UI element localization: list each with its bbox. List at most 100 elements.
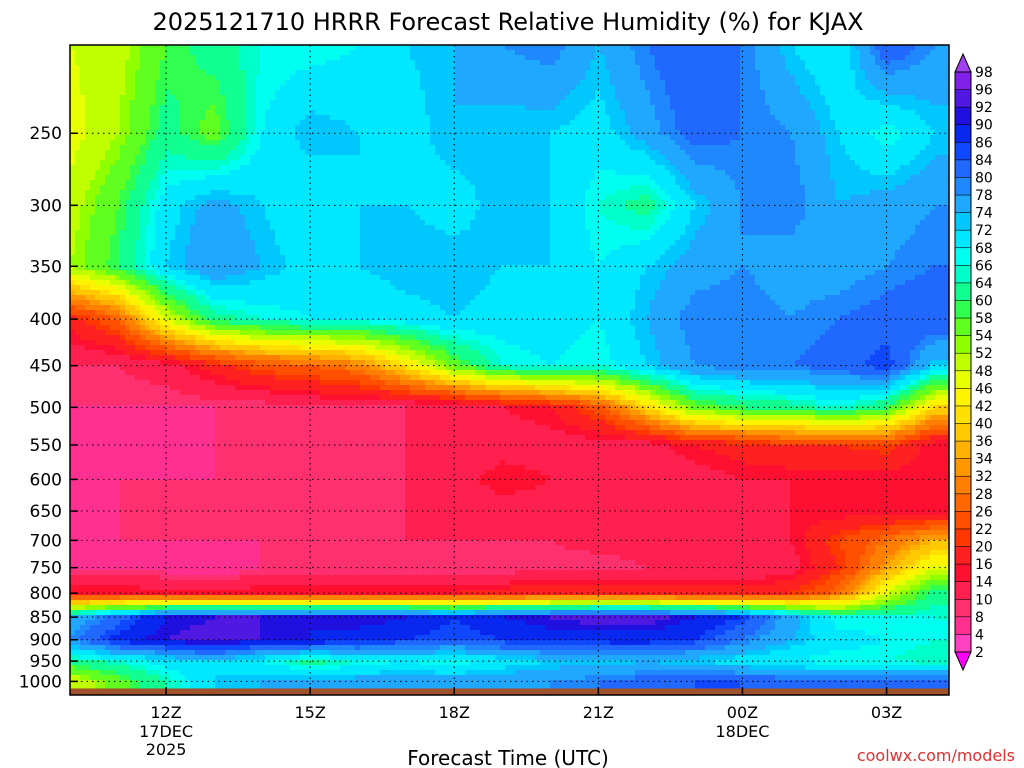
rh-cell (225, 55, 231, 61)
rh-cell (575, 100, 581, 106)
rh-cell (735, 100, 741, 106)
rh-cell (275, 75, 281, 81)
rh-cell (85, 120, 91, 126)
rh-cell (935, 80, 941, 86)
rh-cell (585, 155, 591, 161)
rh-cell (665, 155, 671, 161)
rh-cell (535, 95, 541, 101)
rh-cell (700, 105, 706, 111)
rh-cell (845, 90, 851, 96)
rh-cell (740, 165, 746, 171)
rh-cell (855, 95, 861, 101)
rh-cell (900, 100, 906, 106)
rh-cell (545, 130, 551, 136)
rh-cell (110, 160, 116, 166)
rh-cell (220, 105, 226, 111)
rh-cell (240, 160, 246, 166)
rh-cell (80, 65, 86, 71)
rh-cell (415, 50, 421, 56)
rh-cell (220, 150, 226, 156)
rh-cell (830, 55, 836, 61)
rh-cell (805, 125, 811, 131)
rh-cell (910, 180, 916, 186)
rh-cell (280, 115, 286, 121)
rh-cell (270, 50, 276, 56)
rh-cell (645, 175, 651, 181)
rh-cell (410, 135, 416, 141)
rh-cell (505, 110, 511, 116)
rh-cell (860, 65, 866, 71)
rh-cell (415, 145, 421, 151)
rh-cell (795, 180, 801, 186)
rh-cell (460, 45, 466, 51)
rh-cell (490, 105, 496, 111)
rh-cell (580, 150, 586, 156)
rh-cell (665, 100, 671, 106)
rh-cell (865, 115, 871, 121)
rh-cell (165, 135, 171, 141)
rh-cell (880, 135, 886, 141)
rh-cell (350, 80, 356, 86)
rh-cell (225, 135, 231, 141)
rh-cell (530, 115, 536, 121)
rh-cell (125, 160, 131, 166)
rh-cell (75, 45, 81, 51)
rh-cell (875, 140, 881, 146)
rh-cell (780, 180, 786, 186)
rh-cell (635, 55, 641, 61)
rh-cell (355, 110, 361, 116)
rh-cell (110, 70, 116, 76)
rh-cell (685, 145, 691, 151)
rh-cell (470, 75, 476, 81)
rh-cell (355, 165, 361, 171)
rh-cell (220, 85, 226, 91)
rh-cell (505, 135, 511, 141)
rh-cell (725, 160, 731, 166)
rh-cell (665, 145, 671, 151)
rh-cell (100, 110, 106, 116)
rh-cell (565, 80, 571, 86)
rh-cell (290, 135, 296, 141)
rh-cell (815, 50, 821, 56)
rh-cell (715, 160, 721, 166)
rh-cell (840, 65, 846, 71)
rh-cell (685, 175, 691, 181)
rh-cell (665, 80, 671, 86)
rh-cell (705, 65, 711, 71)
rh-cell (595, 70, 601, 76)
rh-cell (180, 185, 186, 191)
rh-cell (930, 70, 936, 76)
rh-cell (695, 45, 701, 51)
rh-cell (715, 50, 721, 56)
rh-cell (245, 115, 251, 121)
rh-cell (750, 80, 756, 86)
rh-cell (390, 170, 396, 176)
rh-cell (340, 125, 346, 131)
rh-cell (170, 60, 176, 66)
rh-cell (910, 170, 916, 176)
rh-cell (365, 55, 371, 61)
rh-cell (915, 75, 921, 81)
rh-cell (870, 50, 876, 56)
rh-cell (750, 85, 756, 91)
rh-cell (380, 110, 386, 116)
rh-cell (540, 100, 546, 106)
rh-cell (900, 75, 906, 81)
rh-cell (630, 170, 636, 176)
rh-cell (505, 80, 511, 86)
rh-cell (725, 165, 731, 171)
rh-cell (155, 135, 161, 141)
rh-cell (150, 85, 156, 91)
rh-cell (95, 55, 101, 61)
rh-cell (200, 160, 206, 166)
rh-cell (515, 85, 521, 91)
rh-cell (795, 125, 801, 131)
rh-cell (245, 125, 251, 131)
rh-cell (310, 125, 316, 131)
rh-cell (485, 75, 491, 81)
rh-cell (770, 75, 776, 81)
rh-cell (745, 180, 751, 186)
rh-cell (920, 70, 926, 76)
rh-cell (900, 170, 906, 176)
rh-cell (455, 155, 461, 161)
